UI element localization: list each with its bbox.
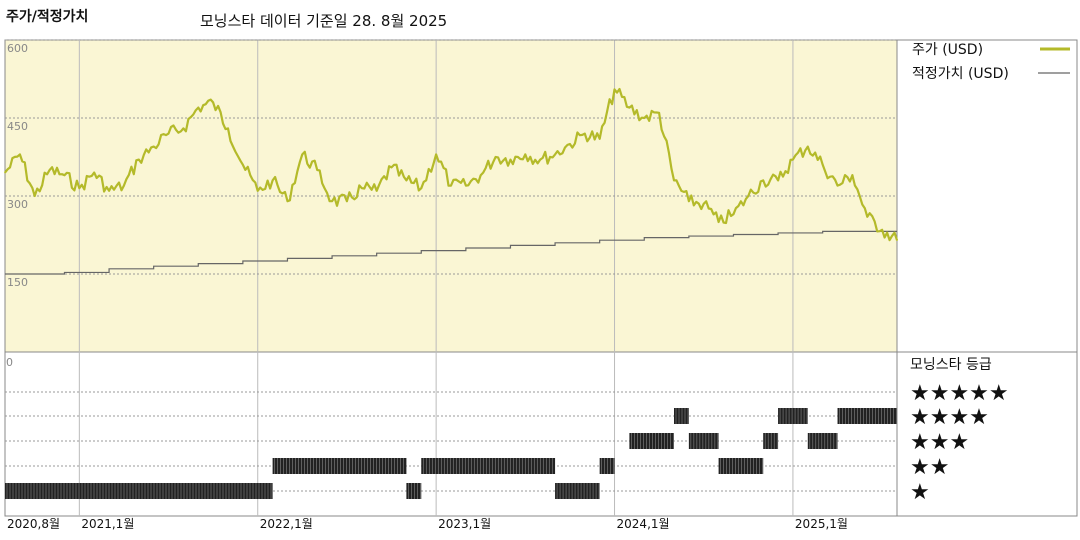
- price-point: [702, 203, 705, 205]
- price-point: [123, 184, 125, 187]
- price-point: [584, 132, 586, 135]
- x-tick-label: 2022,1월: [260, 517, 313, 531]
- price-point: [643, 117, 646, 119]
- price-point: [717, 221, 720, 223]
- legend-box: [896, 39, 1078, 517]
- y-tick-label: 450: [7, 120, 28, 133]
- rating-bar: [837, 408, 897, 424]
- price-point: [821, 164, 824, 166]
- price-point: [19, 153, 21, 156]
- price-point: [479, 174, 482, 176]
- price-point: [747, 195, 750, 197]
- price-point: [613, 88, 616, 91]
- price-point: [569, 143, 571, 145]
- price-point: [361, 187, 363, 189]
- price-point: [688, 200, 690, 202]
- rating-bar: [778, 408, 808, 424]
- price-point: [851, 174, 854, 176]
- rating-bar: [807, 433, 838, 449]
- price-point: [807, 145, 809, 148]
- price-point: [673, 179, 675, 182]
- price-point: [167, 132, 170, 135]
- price-point: [4, 171, 6, 174]
- price-point: [539, 158, 541, 161]
- price-point: [152, 145, 155, 148]
- price-point: [271, 179, 274, 182]
- rating-1-star: ★: [910, 480, 930, 505]
- price-point: [346, 200, 348, 202]
- price-point: [524, 153, 527, 156]
- price-point: [881, 229, 883, 231]
- y-tick-label: 150: [7, 276, 28, 289]
- y-tick-label: 600: [7, 42, 28, 55]
- price-point: [494, 156, 497, 158]
- price-point: [390, 166, 393, 169]
- price-point: [896, 239, 898, 241]
- x-tick-label: 2021,1월: [81, 517, 134, 531]
- price-point: [197, 106, 200, 109]
- chart-title: 주가/적정가치: [6, 9, 89, 25]
- price-point: [286, 200, 289, 202]
- price-point: [836, 184, 839, 187]
- price-point: [732, 213, 735, 215]
- price-point: [301, 153, 304, 156]
- price-point: [33, 195, 36, 197]
- rating-5-stars: ★★★★★: [910, 381, 1009, 406]
- x-tick-label: 2023,1월: [438, 517, 491, 531]
- price-point: [63, 174, 66, 176]
- price-point: [628, 106, 631, 109]
- price-point: [331, 200, 333, 202]
- price-point: [138, 158, 140, 161]
- price-point: [866, 216, 869, 218]
- rating-bar: [272, 458, 407, 474]
- price-point: [316, 169, 319, 171]
- rating-legend-title: 모닝스타 등급: [910, 357, 992, 373]
- price-point: [108, 190, 110, 192]
- price-point: [762, 179, 764, 182]
- price-point: [405, 179, 408, 182]
- rating-bar: [421, 458, 556, 474]
- rating-zero-label: 0: [6, 356, 13, 369]
- price-point: [554, 153, 556, 156]
- price-point: [242, 164, 244, 166]
- price-point: [227, 127, 229, 130]
- x-tick-label: 2024,1월: [617, 517, 670, 531]
- price-point: [435, 153, 437, 156]
- data-date-subtitle: 모닝스타 데이터 기준일 28. 8월 2025: [200, 12, 448, 30]
- price-point: [48, 169, 51, 171]
- price-point: [256, 190, 259, 192]
- price-point: [658, 112, 660, 114]
- legend-price-label: 주가 (USD): [912, 42, 983, 58]
- price-point: [450, 184, 452, 187]
- rating-2-stars: ★★: [910, 455, 949, 480]
- y-tick-label: 300: [7, 198, 28, 211]
- price-point: [182, 127, 185, 130]
- rating-3-stars: ★★★: [910, 430, 969, 455]
- price-point: [78, 187, 81, 189]
- x-tick-label: 2025,1월: [795, 517, 848, 531]
- price-point: [598, 138, 601, 140]
- price-point: [465, 184, 467, 187]
- x-tick-label: 2020,8월: [7, 517, 60, 531]
- price-point: [93, 171, 95, 174]
- legend-fair-value-label: 적정가치 (USD): [912, 66, 1009, 82]
- rating-bar: [688, 433, 719, 449]
- price-point: [375, 190, 378, 192]
- price-point: [420, 187, 423, 189]
- price-point: [212, 101, 214, 104]
- rating-4-stars: ★★★★: [910, 405, 989, 430]
- price-point: [792, 158, 794, 161]
- fair-value-line: [5, 230, 897, 275]
- price-point: [509, 158, 512, 161]
- price-point: [777, 179, 779, 182]
